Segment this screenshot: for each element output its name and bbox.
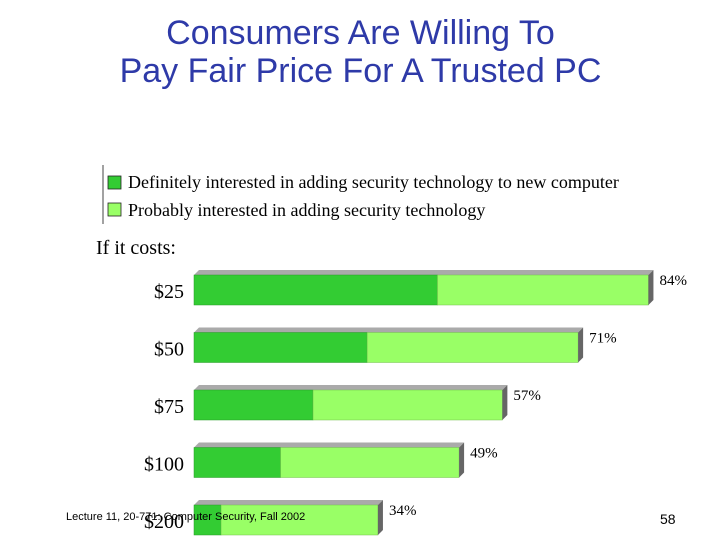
category-label: $100	[144, 454, 184, 476]
bar-side-face	[648, 270, 654, 305]
slide-title: Consumers Are Willing To Pay Fair Price …	[0, 14, 721, 90]
bar-segment	[193, 447, 281, 478]
bar-segment	[193, 504, 222, 536]
bar-side-face	[377, 500, 383, 535]
category-label: $75	[154, 396, 184, 418]
bar-top-face	[194, 385, 508, 390]
axis-label-if-it-costs: If it costs:	[96, 237, 176, 259]
bar-top-face	[194, 442, 465, 448]
bars-group: $25 84% $50 71% $75 57% $100 49% $200 34%	[144, 270, 687, 536]
legend-label-definitely: Definitely interested in adding security…	[128, 172, 619, 192]
bar-side-face	[459, 442, 465, 478]
bar-segment	[193, 332, 368, 363]
bar-top-face	[194, 500, 383, 505]
bar-top-face	[194, 270, 654, 275]
legend: Definitely interested in adding security…	[102, 165, 619, 224]
total-label: 84%	[659, 273, 687, 289]
bar-segment	[280, 447, 460, 478]
total-label: 34%	[389, 503, 417, 519]
total-label: 49%	[470, 446, 498, 462]
bar-top-face	[194, 327, 584, 333]
bar-segment	[366, 332, 579, 363]
bar-segment	[220, 504, 379, 536]
category-label: $200	[144, 511, 184, 533]
bar-segment	[193, 274, 438, 306]
bar-side-face	[502, 385, 508, 420]
category-label: $50	[154, 339, 184, 361]
title-line-1: Consumers Are Willing To	[166, 14, 555, 52]
legend-swatch-definitely	[107, 175, 122, 190]
total-label: 71%	[589, 331, 617, 347]
total-label: 57%	[513, 388, 541, 404]
title-line-2: Pay Fair Price For A Trusted PC	[119, 52, 602, 90]
legend-label-probably: Probably interested in adding security t…	[128, 200, 485, 220]
footer-text: Lecture 11, 20-771: Computer Security, F…	[66, 511, 306, 523]
bar-segment	[437, 274, 649, 306]
category-label: $25	[154, 281, 184, 303]
bar-segment	[193, 389, 314, 421]
bar-segment	[312, 389, 503, 421]
page-number: 58	[660, 511, 676, 527]
legend-swatch-probably	[107, 202, 122, 217]
bar-side-face	[578, 327, 584, 363]
